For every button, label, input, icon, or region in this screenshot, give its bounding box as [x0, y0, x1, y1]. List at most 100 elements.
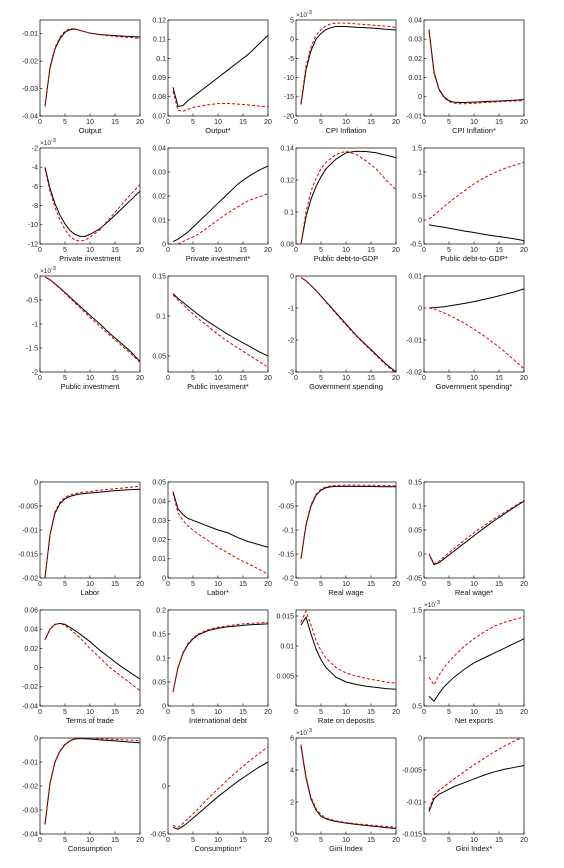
x-tick-label: 10 — [86, 247, 94, 254]
series-line-dashed — [44, 169, 140, 242]
x-tick-label: 5 — [191, 581, 195, 588]
y-tick-label: 0.04 — [408, 17, 422, 24]
x-tick-label: 10 — [342, 375, 350, 382]
y-tick-label: 0.15 — [152, 631, 166, 638]
y-tick-label: -0.2 — [282, 575, 294, 582]
y-tick-label: 0.03 — [408, 37, 422, 44]
x-tick-label: 5 — [319, 709, 323, 716]
x-axis-label: Private investment — [59, 254, 122, 263]
chart-svg: 0 5 10 15 20 5 0 -5 -10 -15 -20 ×10-3 CPI Inflation — [284, 10, 400, 135]
y-tick-label: 0.01 — [152, 556, 166, 563]
x-axis-label: Government spending — [309, 382, 383, 391]
x-axis-label: Real wage* — [455, 588, 493, 597]
x-tick-label: 20 — [392, 837, 400, 844]
x-tick-label: 5 — [63, 837, 67, 844]
axes-frame — [423, 481, 525, 579]
y-tick-label: -0.15 — [278, 551, 294, 558]
x-tick-label: 20 — [520, 247, 528, 254]
x-tick-label: 20 — [392, 119, 400, 126]
axes-frame — [39, 275, 141, 373]
x-axis-label: Net exports — [455, 716, 494, 725]
x-tick-label: 0 — [422, 375, 426, 382]
x-tick-label: 15 — [239, 709, 247, 716]
panel-6: 0 5 10 15 20 0.14 0.12 0.1 0.08 Public debt-to-GD… — [260, 134, 404, 263]
x-tick-label: 15 — [495, 375, 503, 382]
x-tick-label: 10 — [86, 375, 94, 382]
series-line-solid — [172, 623, 268, 693]
y-tick-label: 1 — [418, 655, 422, 662]
y-tick-label: 0.5 — [412, 193, 422, 200]
x-tick-label: 15 — [111, 375, 119, 382]
x-tick-label: 0 — [166, 375, 170, 382]
axes-frame — [39, 19, 141, 117]
panel-22: 0 5 10 15 20 6 4 2 0 ×10-3 Gini Index — [260, 724, 404, 853]
y-tick-label: -20 — [284, 113, 294, 120]
x-tick-label: 15 — [495, 581, 503, 588]
x-tick-label: 0 — [294, 247, 298, 254]
x-tick-label: 10 — [86, 837, 94, 844]
series-line-dashed — [428, 499, 524, 565]
y-tick-label: -12 — [28, 241, 38, 248]
y-tick-label: 0.02 — [408, 56, 422, 63]
axes-frame — [167, 737, 269, 835]
panel-19: 0 5 10 15 20 1.5 1 0.5 ×10-3 Net exports — [388, 596, 532, 725]
x-tick-label: 15 — [239, 119, 247, 126]
x-axis-label: CPI Inflation* — [452, 126, 496, 135]
x-tick-label: 10 — [470, 119, 478, 126]
x-tick-label: 10 — [214, 709, 222, 716]
axes-frame — [295, 737, 397, 835]
x-tick-label: 10 — [214, 837, 222, 844]
x-tick-label: 5 — [447, 581, 451, 588]
x-axis-label: Public debt-to-GDP* — [440, 254, 508, 263]
panel-8: 0 5 10 15 20 0 -0.5 -1 -1.5 -2 ×10-3 Public investm… — [4, 262, 148, 391]
x-tick-label: 15 — [367, 375, 375, 382]
x-tick-label: 5 — [191, 119, 195, 126]
x-tick-label: 10 — [214, 375, 222, 382]
x-axis-label: Public investment — [61, 382, 121, 391]
y-tick-label: -0.02 — [22, 59, 38, 66]
series-line-solid — [300, 616, 396, 690]
y-tick-label: 0.1 — [412, 503, 422, 510]
x-tick-label: 0 — [422, 247, 426, 254]
y-tick-label: -0.01 — [22, 527, 38, 534]
panel-16: 0 5 10 15 20 0.06 0.04 0.02 0 -0.02 -0.04 Terms of … — [4, 596, 148, 725]
x-tick-label: 5 — [191, 247, 195, 254]
x-tick-label: 10 — [86, 709, 94, 716]
panel-5: 0 5 10 15 20 0.04 0.03 0.02 0.01 0 Private investm… — [132, 134, 276, 263]
x-tick-label: 15 — [495, 247, 503, 254]
chart-svg: 0 5 10 15 20 0.05 0.04 0.03 0.02 0.01 0 Labor* — [152, 479, 272, 597]
y-tick-label: 5 — [290, 17, 294, 24]
y-tick-label: 0 — [162, 575, 166, 582]
panel-3: 0 5 10 15 20 0.04 0.03 0.02 0.01 0 -0.01 CPI Inflat… — [388, 6, 532, 135]
x-tick-label: 10 — [342, 247, 350, 254]
x-tick-label: 5 — [319, 375, 323, 382]
series-line-solid — [428, 500, 524, 566]
x-tick-label: 20 — [136, 119, 144, 126]
x-tick-label: 15 — [111, 837, 119, 844]
x-tick-label: 10 — [214, 119, 222, 126]
chart-svg: 0 5 10 15 20 0.06 0.04 0.02 0 -0.02 -0.04 Terms of … — [22, 607, 144, 725]
y-tick-label: 0 — [162, 783, 166, 790]
x-tick-label: 10 — [214, 247, 222, 254]
panel-11: 0 5 10 15 20 0.01 0 -0.01 -0.02 Government spendi… — [388, 262, 532, 391]
x-tick-label: 0 — [38, 375, 42, 382]
chart-svg: 0 5 10 15 20 0.12 0.11 0.1 0.09 0.08 0.07 Output* — [152, 17, 272, 135]
series-line-solid — [172, 761, 268, 830]
y-tick-label: 0.1 — [156, 56, 166, 63]
x-tick-label: 20 — [392, 709, 400, 716]
y-tick-label: 0 — [162, 703, 166, 710]
panel-1: 0 5 10 15 20 0.12 0.11 0.1 0.09 0.08 0.07 Output* — [132, 6, 276, 135]
panel-17: 0 5 10 15 20 0.2 0.15 0.1 0.05 0 International deb… — [132, 596, 276, 725]
y-tick-label: -0.05 — [150, 831, 166, 838]
panel-7: 0 5 10 15 20 1.5 1 0.5 0 -0.5 Public debt-to-GDP* — [388, 134, 532, 263]
x-axis-label: Labor* — [207, 588, 229, 597]
series-line-dashed — [300, 610, 396, 684]
y-tick-label: -0.03 — [22, 86, 38, 93]
x-tick-label: 15 — [111, 247, 119, 254]
y-axis-exponent: ×10-3 — [40, 266, 56, 275]
y-tick-label: 0.05 — [408, 527, 422, 534]
y-tick-label: 0.11 — [153, 37, 166, 44]
x-tick-label: 5 — [447, 119, 451, 126]
y-tick-label: 4 — [290, 767, 294, 774]
y-tick-label: 0.1 — [284, 209, 294, 216]
